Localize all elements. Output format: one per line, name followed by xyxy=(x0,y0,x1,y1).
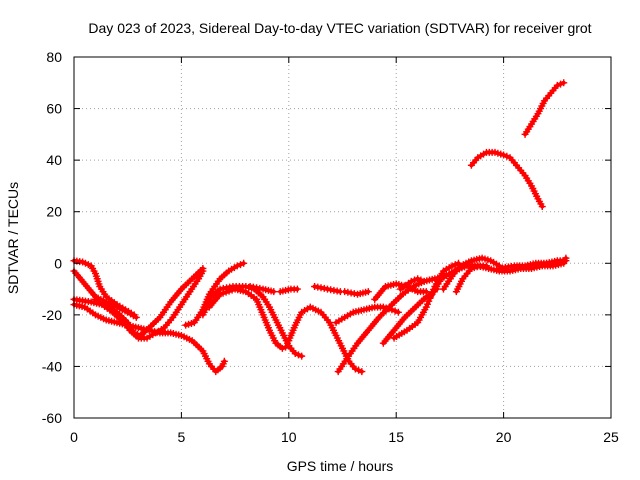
data-point xyxy=(410,276,418,284)
data-point xyxy=(407,277,415,285)
data-point xyxy=(291,350,299,358)
tick-layer: 0 5 10 15 20 25 -60 -40 -20 0 20 40 60 80 xyxy=(42,49,619,445)
data-point xyxy=(560,79,568,87)
data-series-arc-05 xyxy=(91,264,207,339)
data-point xyxy=(417,276,425,284)
data-series-arc-10 xyxy=(276,285,301,296)
data-point xyxy=(358,368,366,376)
data-point xyxy=(414,275,422,283)
y-tick-label: 0 xyxy=(54,255,62,271)
data-point xyxy=(394,308,402,316)
data-point xyxy=(132,313,140,321)
data-series-arc-01 xyxy=(70,257,138,319)
x-tick-label: 5 xyxy=(178,429,186,445)
data-point xyxy=(355,366,363,374)
data-series-arc-15 xyxy=(341,288,372,298)
data-series-arc-21 xyxy=(439,254,503,293)
x-tick-label: 25 xyxy=(603,429,619,445)
data-series-arc-12 xyxy=(311,282,344,296)
y-tick-label: 20 xyxy=(46,204,62,220)
data-series-arc-03 xyxy=(70,267,207,342)
data-point xyxy=(236,261,244,269)
data-point xyxy=(282,343,290,351)
y-axis-label: SDTVAR / TECUs xyxy=(5,182,21,294)
data-point xyxy=(562,254,570,262)
data-series-arc-16 xyxy=(371,280,430,303)
data-point xyxy=(270,288,278,296)
chart-title: Day 023 of 2023, Sidereal Day-to-day VTE… xyxy=(88,20,591,36)
data-series-arc-11 xyxy=(285,303,366,376)
series-layer xyxy=(70,79,570,376)
y-tick-label: -60 xyxy=(42,410,62,426)
data-series-arc-26 xyxy=(521,79,568,138)
data-point xyxy=(364,288,372,296)
data-point xyxy=(420,277,428,285)
data-point xyxy=(293,285,301,293)
data-series-arc-22 xyxy=(452,262,490,296)
data-series-arc-24 xyxy=(532,254,570,270)
data-point xyxy=(500,151,508,159)
data-point xyxy=(351,365,359,373)
data-point xyxy=(278,344,286,352)
x-tick-label: 20 xyxy=(496,429,512,445)
data-series-arc-09 xyxy=(246,282,278,296)
y-tick-label: -20 xyxy=(42,307,62,323)
y-tick-label: 80 xyxy=(46,49,62,65)
data-point xyxy=(503,152,511,160)
data-series-arc-04 xyxy=(70,301,228,376)
plot-frame xyxy=(73,56,612,419)
y-tick-label: -40 xyxy=(42,358,62,374)
data-point xyxy=(482,262,490,270)
data-point xyxy=(451,261,459,269)
data-point xyxy=(448,262,456,270)
data-point xyxy=(220,357,228,365)
data-point xyxy=(130,329,138,337)
data-point xyxy=(553,81,561,89)
data-series-arc-25 xyxy=(467,148,546,211)
data-point xyxy=(538,203,546,211)
data-point xyxy=(557,258,565,266)
data-point xyxy=(298,352,306,360)
x-tick-label: 10 xyxy=(281,429,297,445)
data-point xyxy=(233,262,241,270)
data-point xyxy=(240,259,248,267)
data-point xyxy=(294,351,302,359)
data-point xyxy=(391,307,399,315)
data-series-arc-08 xyxy=(205,285,293,352)
x-axis-label: GPS time / hours xyxy=(287,458,394,474)
x-tick-label: 15 xyxy=(388,429,404,445)
x-tick-label: 0 xyxy=(70,429,78,445)
y-tick-label: 40 xyxy=(46,152,62,168)
data-point xyxy=(553,259,561,267)
data-point xyxy=(557,80,565,88)
data-series-arc-19 xyxy=(396,275,428,293)
data-point xyxy=(199,264,207,272)
y-tick-label: 60 xyxy=(46,101,62,117)
